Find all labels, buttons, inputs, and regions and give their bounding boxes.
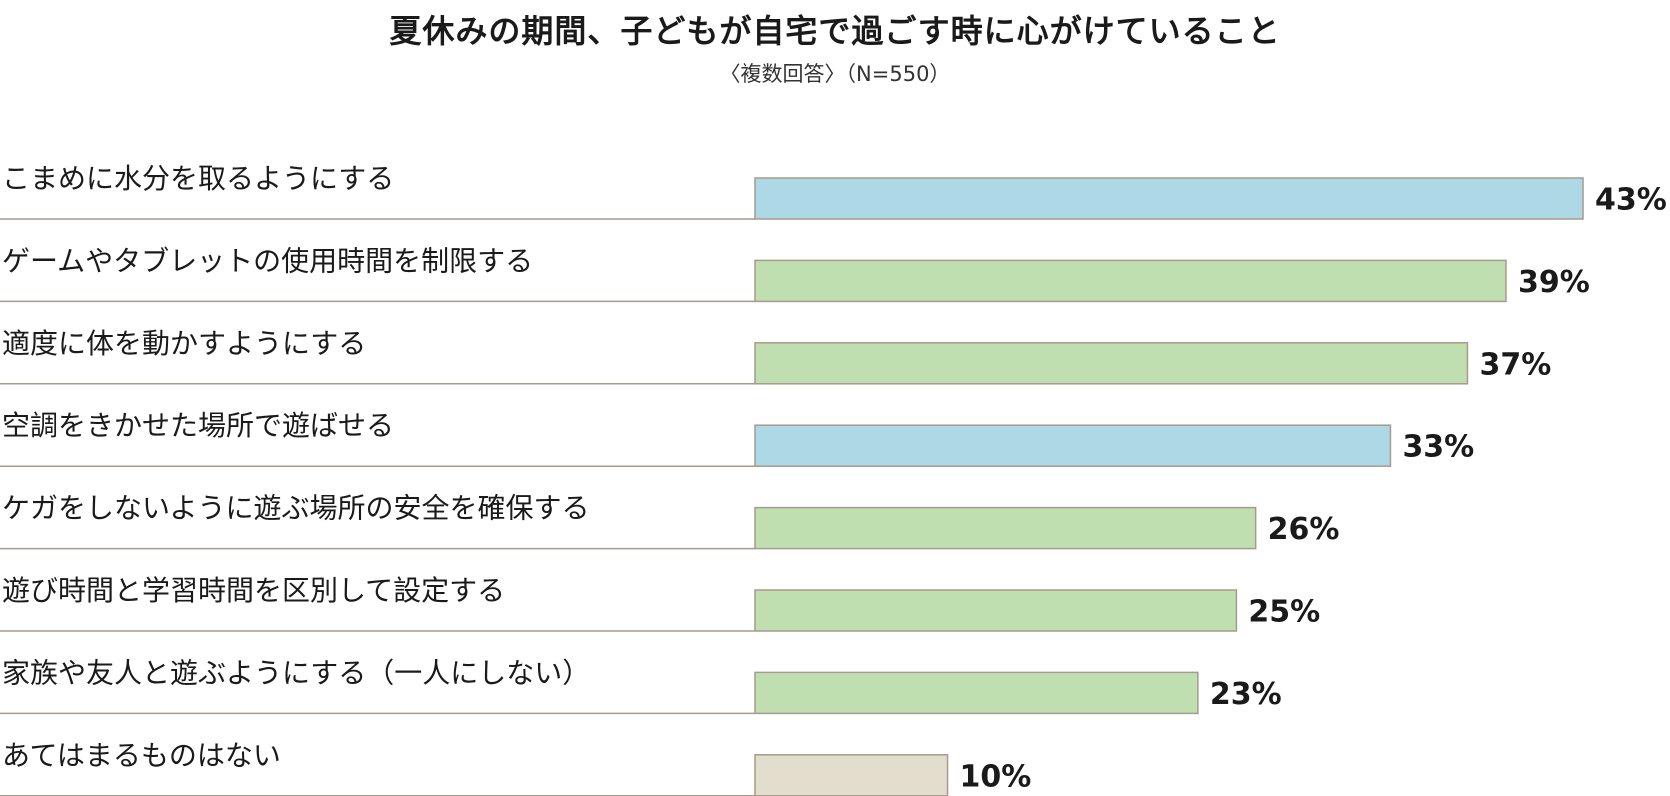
category-label: 家族や友人と遊ぶようにする（一人にしない） [2,656,590,689]
bar [754,177,1584,220]
value-label: 25% [1248,595,1320,630]
value-label: 37% [1479,347,1551,382]
value-label: 39% [1518,265,1590,300]
value-label: 23% [1210,677,1282,712]
bar [754,424,1392,467]
bar [754,589,1238,632]
value-label: 26% [1268,512,1340,547]
value-label: 10% [960,759,1032,794]
category-label: ゲームやタブレットの使用時間を制限する [2,244,533,277]
value-label: 43% [1595,183,1667,218]
category-label: 適度に体を動かすようにする [2,327,366,360]
category-label: 空調をきかせた場所で遊ばせる [2,409,394,442]
bar [754,259,1507,303]
bar [754,671,1199,715]
category-label: 遊び時間と学習時間を区別して設定する [2,574,505,607]
bar [754,506,1257,550]
category-label: あてはまるものはない [2,739,281,772]
value-label: 33% [1402,430,1474,465]
bar [754,754,949,796]
category-label: ケガをしないように遊ぶ場所の安全を確保する [2,492,589,525]
chart-title: 夏休みの期間、子どもが自宅で過ごす時に心がけていること [389,12,1281,50]
chart-subtitle: 〈複数回答〉（N=550） [719,62,951,86]
category-label: こまめに水分を取るようにする [2,162,394,195]
bar [754,342,1469,385]
